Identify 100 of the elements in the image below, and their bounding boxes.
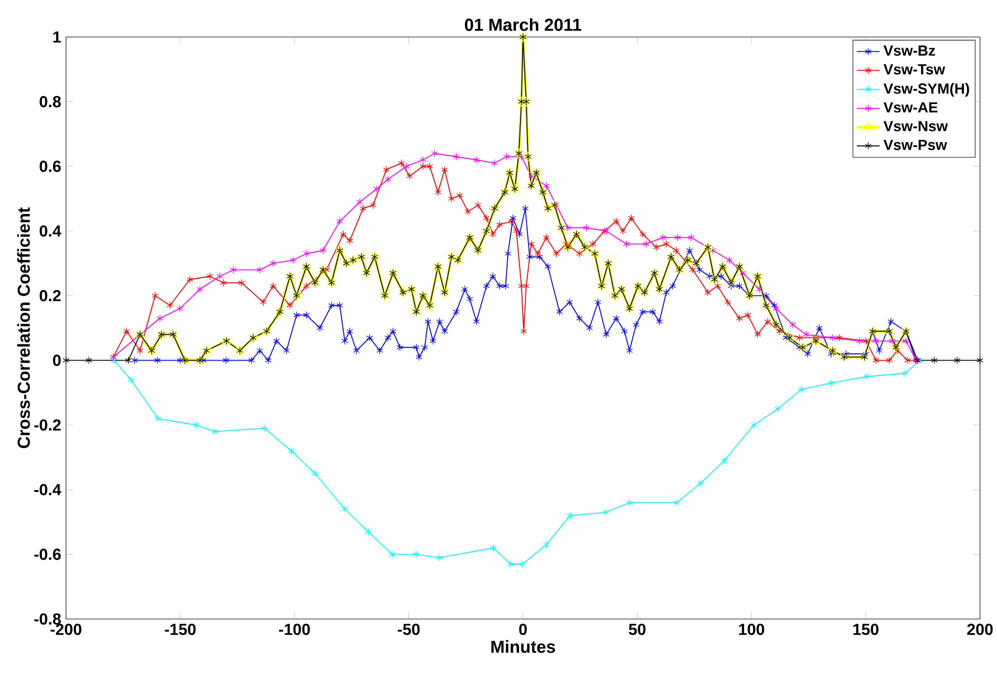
x-tick-label: 50	[628, 624, 646, 636]
point	[507, 560, 514, 568]
y-tick-label: -0.6	[34, 548, 61, 560]
x-tick-label: 150	[853, 624, 878, 636]
point	[154, 414, 162, 422]
legend-label: Vsw-SYM(H)	[884, 83, 970, 97]
point	[863, 372, 870, 380]
point	[211, 428, 218, 436]
point	[739, 269, 746, 277]
point	[772, 304, 780, 312]
x-tick-label: -150	[164, 624, 196, 636]
point	[192, 421, 200, 429]
point	[542, 182, 550, 190]
point	[230, 266, 237, 274]
point	[802, 330, 810, 338]
point	[674, 234, 682, 242]
chart-title: 01 March 2011	[464, 18, 582, 31]
point	[436, 554, 443, 562]
point	[790, 320, 796, 329]
point	[626, 498, 633, 506]
point	[916, 356, 924, 364]
y-tick-label: -0.2	[34, 419, 61, 431]
point	[566, 512, 574, 520]
y-tick-label: 0.6	[40, 160, 61, 172]
x-tick-label: 0	[519, 624, 527, 636]
x-axis-title: Minutes	[491, 640, 556, 653]
point	[412, 550, 420, 558]
point	[473, 156, 480, 164]
point	[856, 337, 863, 345]
point	[341, 505, 348, 513]
point	[431, 150, 438, 158]
point	[697, 479, 704, 487]
point	[502, 152, 510, 160]
y-tick-label: 0.8	[40, 96, 61, 108]
x-tick-label: 200	[967, 624, 993, 636]
point	[518, 152, 525, 160]
x-tick-label: -100	[279, 624, 310, 636]
point	[176, 304, 184, 312]
y-tick-label: 0	[53, 354, 61, 366]
point	[720, 456, 728, 464]
point	[872, 337, 880, 345]
point	[452, 152, 460, 160]
y-axis-title: Cross-Correlation Coefficient	[17, 207, 30, 448]
x-tick-label: -50	[398, 624, 420, 636]
point	[660, 234, 666, 242]
point	[384, 175, 392, 184]
point	[519, 560, 526, 568]
x-tick-label: -200	[50, 624, 82, 636]
point	[288, 447, 295, 455]
legend-label: Vsw-Psw	[884, 140, 948, 150]
point	[798, 386, 805, 394]
legend-label: Vsw-Tsw	[884, 64, 946, 75]
point	[756, 285, 763, 293]
point	[902, 337, 910, 345]
y-tick-label: 0.2	[40, 290, 61, 302]
point	[491, 159, 498, 167]
point	[564, 224, 572, 232]
point	[750, 421, 758, 429]
point	[902, 369, 908, 378]
point	[420, 156, 426, 164]
point	[889, 337, 896, 345]
point	[828, 379, 834, 387]
x-tick-label: 100	[739, 624, 764, 636]
point	[642, 240, 650, 248]
point	[216, 272, 224, 280]
legend-label: Vsw-Nsw	[884, 121, 948, 132]
point	[673, 498, 680, 506]
point	[110, 356, 118, 364]
point	[490, 544, 497, 552]
point	[356, 198, 364, 206]
point	[303, 250, 310, 258]
point	[582, 224, 590, 232]
point	[196, 285, 204, 293]
point	[156, 314, 164, 322]
legend-label: Vsw-Bz	[884, 46, 936, 56]
point	[270, 260, 276, 268]
point	[128, 376, 134, 384]
point	[312, 470, 318, 478]
point	[336, 217, 344, 226]
point	[602, 508, 610, 516]
y-tick-label: 1	[53, 32, 61, 42]
point	[726, 256, 733, 264]
point	[829, 334, 836, 342]
point	[256, 266, 264, 274]
point	[710, 246, 716, 254]
point	[542, 540, 550, 548]
point	[373, 185, 380, 193]
point	[622, 240, 630, 248]
y-tick-label: -0.8	[34, 613, 61, 625]
legend-label: Vsw-AE	[884, 102, 938, 113]
point	[388, 550, 396, 558]
point	[528, 172, 535, 180]
point	[364, 528, 372, 536]
y-tick-label: -0.4	[34, 484, 62, 496]
point	[774, 405, 782, 413]
y-tick-label: 0.4	[40, 225, 62, 237]
point	[688, 234, 695, 242]
point	[403, 162, 410, 170]
point	[290, 256, 296, 264]
point	[320, 246, 326, 254]
